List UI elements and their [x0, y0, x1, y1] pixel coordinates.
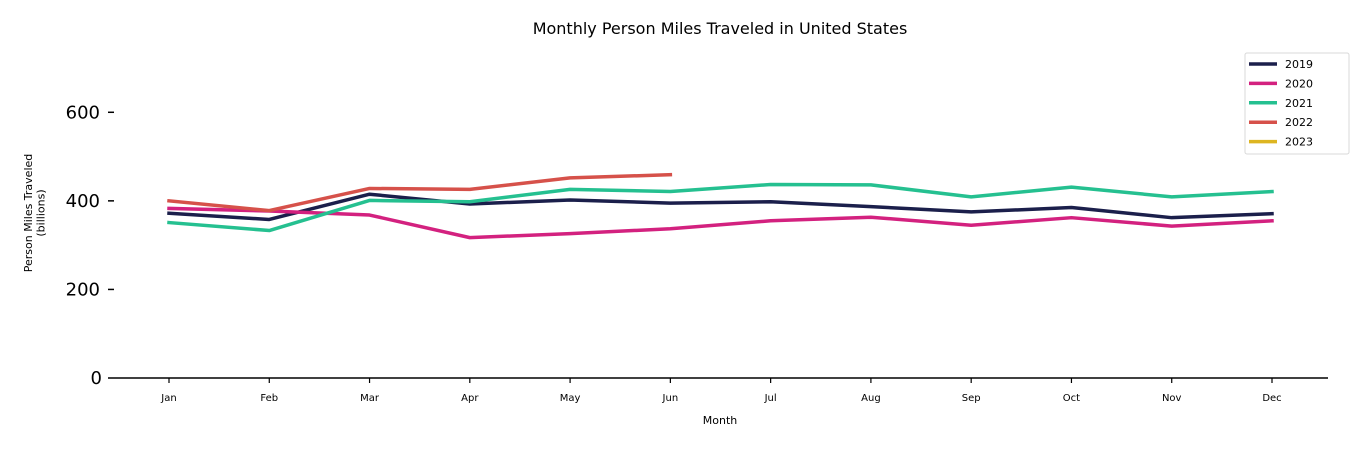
x-tick-label: May: [560, 393, 581, 404]
series-line-2019: [167, 192, 1274, 222]
x-tick-label: Feb: [260, 393, 278, 404]
x-tick-label: Nov: [1162, 393, 1182, 404]
chart-title: Monthly Person Miles Traveled in United …: [533, 19, 908, 38]
x-tick-label: Jun: [662, 393, 679, 404]
x-tick-label: Jul: [764, 393, 777, 404]
x-tick-label: Mar: [360, 393, 380, 404]
x-tick-label: Aug: [861, 393, 881, 404]
y-tick-label: 400: [66, 191, 100, 212]
x-tick-label: Oct: [1063, 393, 1080, 404]
x-axis-label: Month: [703, 414, 738, 427]
legend-label-2020: 2020: [1285, 77, 1313, 90]
legend-label-2021: 2021: [1285, 97, 1313, 110]
x-tick-label: Sep: [962, 393, 981, 404]
y-ticks: 0 200 400 600: [66, 102, 114, 389]
x-tick-label: Apr: [461, 393, 479, 404]
y-axis-label-line: (billions): [35, 189, 48, 236]
y-axis-label: Person Miles Traveled(billions): [22, 154, 48, 273]
series-line-2020: [167, 206, 1274, 240]
y-tick-label: 0: [91, 368, 102, 389]
legend-label-2022: 2022: [1285, 116, 1313, 129]
series-lines: [167, 172, 1274, 240]
legend-label-2023: 2023: [1285, 136, 1313, 149]
y-tick-label: 600: [66, 102, 100, 123]
y-tick-label: 200: [66, 279, 100, 300]
x-tick-label: Dec: [1262, 393, 1281, 404]
x-tick-label: Jan: [160, 393, 176, 404]
series-line-2021: [167, 182, 1274, 233]
legend-box: [1244, 52, 1350, 155]
series-line-2022: [167, 172, 673, 213]
legend-label-2019: 2019: [1285, 58, 1313, 71]
y-axis-label-line: Person Miles Traveled: [22, 154, 35, 273]
legend: 2019 2020 2021 2022 2023: [1244, 52, 1350, 155]
x-ticks: Jan Feb Mar Apr May Jun Jul Aug Sep Oct Nov Dec: [160, 378, 1282, 404]
